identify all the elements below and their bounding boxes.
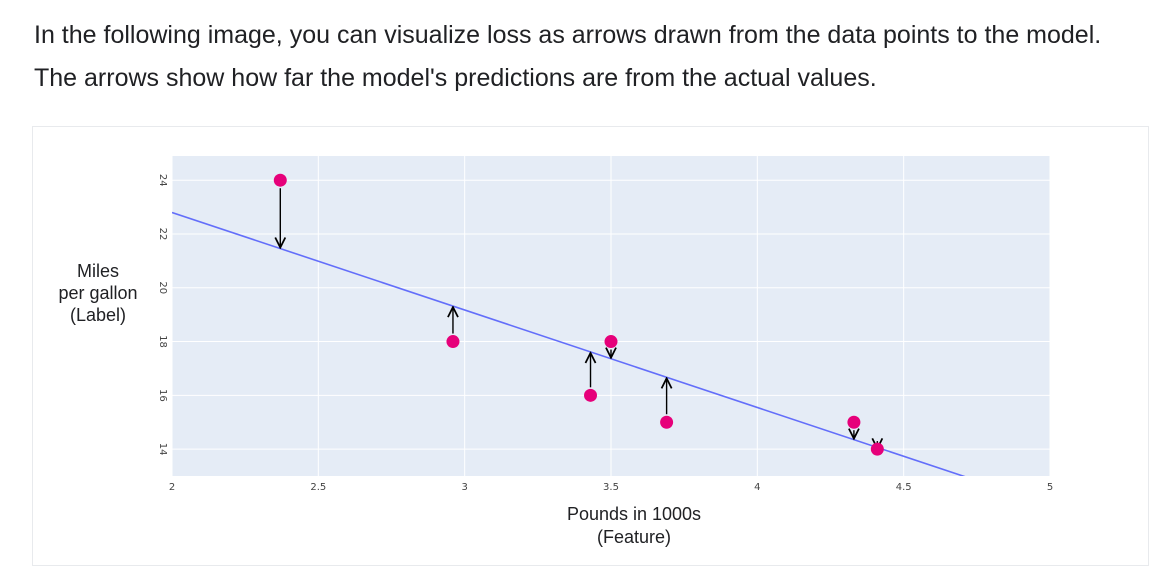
model-line — [172, 211, 966, 476]
data-point — [273, 173, 287, 187]
y-tick-label: 18 — [157, 335, 168, 348]
y-tick-label: 14 — [157, 443, 168, 456]
y-tick-label: 22 — [157, 228, 168, 241]
x-tick-label: 4.5 — [896, 482, 912, 493]
data-point — [847, 415, 861, 429]
x-axis-label: Pounds in 1000s (Feature) — [534, 503, 734, 549]
data-point — [584, 388, 598, 402]
x-tick-label: 3.5 — [603, 482, 619, 493]
x-tick-label: 2.5 — [310, 482, 326, 493]
y-axis-label-line: Miles — [76, 261, 119, 281]
data-point — [446, 335, 460, 349]
y-tick-label: 24 — [157, 174, 168, 187]
y-axis-label: Miles per gallon (Label) — [52, 260, 144, 326]
x-tick-label: 4 — [754, 482, 760, 493]
x-axis-label-line: (Feature) — [596, 527, 672, 547]
x-tick-label: 5 — [1047, 482, 1053, 493]
data-point — [660, 415, 674, 429]
y-tick-label: 20 — [157, 281, 168, 294]
x-tick-label: 2 — [169, 482, 175, 493]
y-axis-label-line: per gallon — [58, 283, 138, 303]
intro-paragraph: In the following image, you can visualiz… — [34, 21, 1102, 92]
x-axis-label-line: Pounds in 1000s — [566, 504, 702, 524]
data-point — [604, 335, 618, 349]
y-tick-label: 16 — [157, 389, 168, 402]
data-point — [870, 442, 884, 456]
x-tick-label: 3 — [461, 482, 467, 493]
y-axis-label-line: (Label) — [69, 305, 127, 325]
